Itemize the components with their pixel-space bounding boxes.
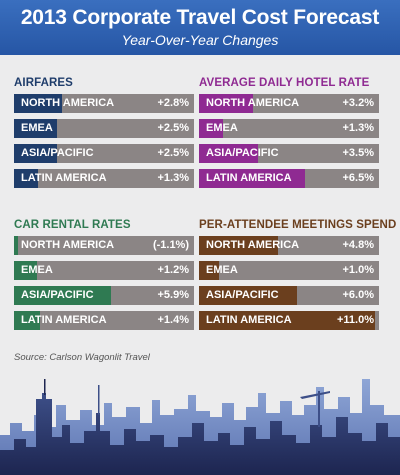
value-label: +1.4%: [157, 314, 190, 326]
value-label: +4.8%: [342, 239, 375, 251]
bar: [203, 94, 254, 113]
category-label: NORTH AMERICA: [21, 97, 115, 109]
bar: [18, 144, 58, 163]
bar-row: EMEA +1.2%: [14, 261, 194, 280]
value-label: +3.2%: [342, 97, 375, 109]
bar-row: LATIN AMERICA +6.5%: [199, 169, 379, 188]
bar-row: NORTH AMERICA +4.8%: [199, 236, 379, 255]
city-skyline-illustration: [0, 379, 400, 475]
bar-row: LATIN AMERICA +1.4%: [14, 311, 194, 330]
category-label: EMEA: [206, 122, 238, 134]
bar-row: NORTH AMERICA (-1.1%): [14, 236, 194, 255]
bar: [18, 119, 58, 138]
bar-list: NORTH AMERICA +2.8% EMEA +2.5% ASIA/PACIFIC +…: [14, 94, 194, 188]
category-label: EMEA: [21, 264, 53, 276]
category-label: EMEA: [21, 122, 53, 134]
page-title: 2013 Corporate Travel Cost Forecast: [20, 6, 380, 29]
value-label: +3.5%: [342, 147, 375, 159]
category-label: ASIA/PACIFIC: [21, 289, 94, 301]
category-label: NORTH AMERICA: [21, 239, 115, 251]
panel-title: AVERAGE DAILY HOTEL RATE: [199, 77, 370, 89]
car-rental-panel: CAR RENTAL RATES NORTH AMERICA (-1.1%) EME…: [14, 217, 194, 336]
airfares-panel: AIRFARES NORTH AMERICA +2.8% EMEA +2.5% ASIA…: [14, 75, 194, 194]
bar-list: NORTH AMERICA (-1.1%) EMEA +1.2% ASIA/PACIFI…: [14, 236, 194, 330]
bar-list: NORTH AMERICA +3.2% EMEA +1.3% ASIA/PACIFIC +…: [199, 94, 379, 188]
value-label: +2.5%: [157, 122, 190, 134]
category-label: EMEA: [206, 264, 238, 276]
bar: [203, 144, 258, 163]
panel-title: CAR RENTAL RATES: [14, 219, 131, 231]
value-label: +2.5%: [157, 147, 190, 159]
bar: [203, 261, 219, 280]
category-label: ASIA/PACIFIC: [206, 147, 279, 159]
category-label: LATIN AMERICA: [21, 314, 107, 326]
bar-row: EMEA +1.3%: [199, 119, 379, 138]
bar: [203, 119, 224, 138]
bar: [18, 94, 62, 113]
bar-row: ASIA/PACIFIC +6.0%: [199, 286, 379, 305]
category-label: LATIN AMERICA: [206, 314, 292, 326]
bar: [18, 169, 39, 188]
category-label: ASIA/PACIFIC: [21, 147, 94, 159]
header-banner: 2013 Corporate Travel Cost Forecast Year…: [0, 0, 400, 55]
bar: [203, 169, 305, 188]
bar-row: LATIN AMERICA +11.0%: [199, 311, 379, 330]
value-label: +6.5%: [342, 172, 375, 184]
bar-row: ASIA/PACIFIC +5.9%: [14, 286, 194, 305]
bar-row: LATIN AMERICA +1.3%: [14, 169, 194, 188]
bar-list: NORTH AMERICA +4.8% EMEA +1.0% ASIA/PACIFIC +…: [199, 236, 379, 330]
bar-row: NORTH AMERICA +3.2%: [199, 94, 379, 113]
category-label: NORTH AMERICA: [206, 97, 300, 109]
hotel-rate-panel: AVERAGE DAILY HOTEL RATE NORTH AMERICA +3…: [199, 75, 379, 194]
meetings-spend-panel: PER-ATTENDEE MEETINGS SPEND NORTH AMERIC…: [199, 217, 397, 336]
bar: [203, 311, 376, 330]
bar: [18, 261, 37, 280]
bar-row: EMEA +2.5%: [14, 119, 194, 138]
category-label: ASIA/PACIFIC: [206, 289, 279, 301]
value-label: +5.9%: [157, 289, 190, 301]
value-label: +6.0%: [342, 289, 375, 301]
category-label: LATIN AMERICA: [206, 172, 292, 184]
value-label: +1.2%: [157, 264, 190, 276]
source-note: Source: Carlson Wagonlit Travel: [14, 352, 150, 363]
bar-row: EMEA +1.0%: [199, 261, 379, 280]
bar: [18, 311, 40, 330]
category-label: NORTH AMERICA: [206, 239, 300, 251]
page-subtitle: Year-Over-Year Changes: [121, 32, 279, 48]
value-label: +1.3%: [157, 172, 190, 184]
value-label: +1.3%: [342, 122, 375, 134]
bar-row: ASIA/PACIFIC +3.5%: [199, 144, 379, 163]
bar: [203, 286, 298, 305]
value-label: (-1.1%): [152, 239, 189, 251]
panel-title: PER-ATTENDEE MEETINGS SPEND: [199, 219, 397, 231]
category-label: LATIN AMERICA: [21, 172, 107, 184]
bar-row: NORTH AMERICA +2.8%: [14, 94, 194, 113]
panel-title: AIRFARES: [14, 77, 73, 89]
value-label: +1.0%: [342, 264, 375, 276]
value-label: +2.8%: [157, 97, 190, 109]
value-label: +11.0%: [336, 314, 374, 326]
bar: [18, 286, 111, 305]
bar-row: ASIA/PACIFIC +2.5%: [14, 144, 194, 163]
bar: [203, 236, 279, 255]
